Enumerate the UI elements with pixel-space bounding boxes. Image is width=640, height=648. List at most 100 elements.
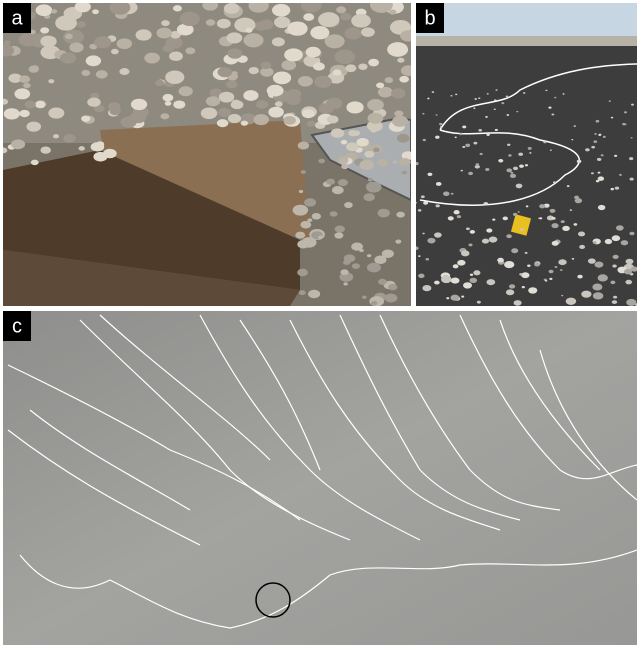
horizon — [416, 36, 637, 46]
pebble — [332, 186, 344, 195]
pebble — [359, 159, 375, 171]
pebble — [578, 231, 586, 237]
pebble — [28, 65, 39, 73]
pebble — [205, 96, 221, 107]
pebble — [392, 160, 398, 164]
pebble — [450, 277, 460, 284]
pebble — [156, 27, 172, 39]
pebble — [585, 148, 590, 152]
pebble — [539, 204, 546, 209]
pebble — [226, 32, 243, 44]
pebble — [469, 273, 474, 276]
pebble — [422, 232, 425, 235]
pebble — [422, 112, 425, 115]
pebble — [81, 115, 91, 122]
pebble — [396, 211, 405, 218]
pebble — [629, 177, 634, 181]
pebble — [463, 282, 473, 289]
pebble — [558, 259, 567, 266]
pebble — [506, 114, 510, 116]
pebble — [611, 235, 621, 242]
pebble — [3, 98, 9, 105]
pebble — [566, 185, 570, 188]
excavated-soil — [100, 120, 310, 240]
pebble — [314, 75, 332, 88]
pebble — [400, 30, 411, 42]
pebble — [551, 240, 559, 246]
flow-line — [379, 314, 561, 511]
pebble — [164, 101, 172, 106]
pebble — [361, 27, 375, 37]
pebble — [301, 109, 315, 119]
pit-floor — [3, 250, 300, 306]
pebble — [420, 195, 425, 199]
pebble — [301, 237, 317, 248]
pebble — [351, 242, 363, 251]
pebble — [549, 149, 552, 151]
pebble — [170, 30, 181, 39]
pebble — [592, 241, 597, 244]
pebble — [274, 101, 283, 107]
pebble — [581, 290, 592, 298]
pebble — [434, 280, 440, 285]
pebble — [527, 147, 532, 150]
pebble — [48, 107, 65, 119]
pebble — [594, 261, 604, 268]
label-box — [416, 3, 444, 33]
pebble — [495, 89, 498, 91]
pebble — [416, 161, 419, 166]
pebble — [505, 289, 515, 296]
pebble — [488, 236, 498, 243]
pebble — [26, 121, 42, 132]
pebble — [217, 67, 233, 78]
pebble — [612, 254, 619, 259]
pebble — [326, 178, 336, 185]
pebble — [40, 35, 57, 48]
pebble — [624, 268, 632, 275]
pebble — [515, 183, 523, 189]
pebble — [274, 16, 291, 29]
pebble — [358, 63, 368, 70]
pebble — [81, 69, 91, 77]
pebble — [551, 223, 559, 229]
pebble — [595, 119, 600, 123]
pebble — [352, 130, 361, 136]
pebble — [457, 259, 466, 266]
pebble — [313, 62, 325, 71]
pebble — [435, 204, 440, 208]
pebble — [216, 18, 231, 29]
pebble — [573, 125, 576, 127]
pebble — [40, 146, 51, 154]
label-box — [3, 311, 31, 341]
pebble — [14, 88, 31, 100]
pebble — [545, 280, 548, 282]
pebble — [369, 296, 385, 306]
pebble — [534, 262, 540, 267]
pebble — [318, 12, 340, 28]
pebble — [248, 66, 259, 75]
pebble — [35, 4, 53, 17]
pebble — [510, 171, 514, 174]
pebble — [478, 97, 481, 100]
pebble — [110, 48, 119, 55]
panel-a-photo — [3, 3, 411, 306]
pebble — [172, 5, 182, 12]
pebble — [625, 258, 634, 265]
pebble — [573, 223, 578, 226]
flow-line — [199, 314, 421, 541]
pebble — [461, 250, 470, 257]
pebble — [298, 189, 304, 194]
flow-lines — [7, 314, 637, 629]
pebble — [612, 264, 617, 268]
pebble — [64, 33, 73, 40]
pebble — [422, 284, 432, 292]
pebble — [90, 142, 105, 152]
pebble — [303, 13, 315, 21]
pebble — [23, 82, 31, 89]
pebble — [401, 170, 408, 175]
pebble — [154, 79, 165, 87]
pebble — [340, 269, 349, 276]
pebble — [502, 216, 508, 221]
pebble — [368, 58, 379, 67]
pebble — [431, 91, 435, 93]
